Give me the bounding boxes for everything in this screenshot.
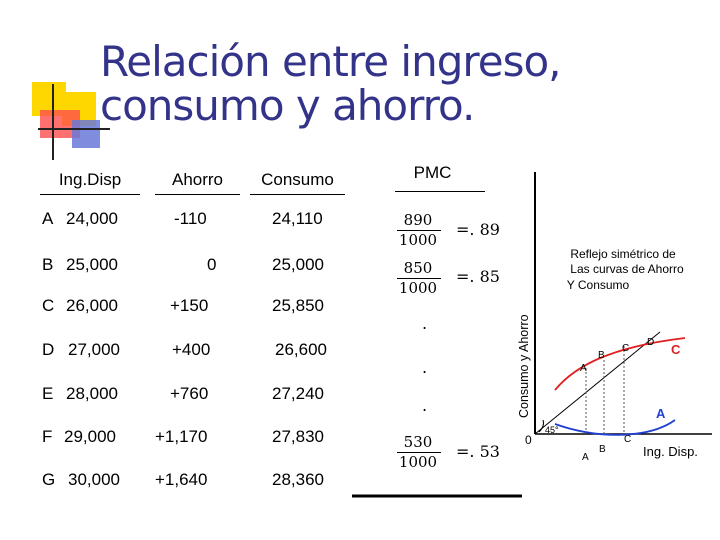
row-label: A <box>42 209 54 228</box>
title-line-2: consumo y ahorro. <box>100 81 475 130</box>
origin-label: 0 <box>525 433 532 447</box>
fraction-bar <box>397 278 441 279</box>
row-label: D <box>42 340 55 359</box>
row-label: F <box>42 427 53 446</box>
row-ing: 26,000 <box>66 296 118 315</box>
fraction-result: =. 89 <box>456 220 500 239</box>
header-consumo-underline <box>250 194 345 195</box>
row-ahorro: 0 <box>207 255 217 274</box>
fraction-bar <box>397 452 441 453</box>
row-label: G <box>42 470 56 489</box>
fraction-numerator: 890 <box>403 211 433 229</box>
row-ahorro: +760 <box>170 384 209 403</box>
note-line-1: Reflejo simétrico de <box>570 247 676 261</box>
fraction-denominator: 1000 <box>398 453 438 471</box>
savings-curve <box>554 419 676 436</box>
point-label-b: B <box>598 350 605 361</box>
header-ahorro: Ahorro <box>171 170 224 189</box>
x-axis-label: Ing. Disp. <box>643 444 698 459</box>
row-ing: 30,000 <box>68 470 120 489</box>
row-ahorro: +400 <box>172 340 211 359</box>
fraction-numerator: 530 <box>403 433 433 451</box>
pmc-ellipsis-dot: . <box>422 396 428 415</box>
point-label-c: C <box>622 343 629 354</box>
pmc-ellipsis-dot: . <box>422 358 428 377</box>
row-ahorro: +150 <box>170 296 209 315</box>
axis-point-label-c: C <box>624 434 631 445</box>
row-ing: 29,000 <box>64 427 116 446</box>
row-ahorro: -110 <box>174 209 207 228</box>
row-consumo: 27,830 <box>272 427 324 446</box>
axis-point-label-a: A <box>582 452 589 463</box>
header-ing-underline <box>40 194 140 195</box>
bisector-line <box>534 331 661 435</box>
angle-arc <box>538 419 544 433</box>
note-line-3: Y Consumo <box>567 278 630 292</box>
row-consumo: 25,000 <box>272 255 324 274</box>
header-ahorro-underline <box>155 194 240 195</box>
row-ing: 24,000 <box>66 209 118 228</box>
row-ing: 25,000 <box>66 255 118 274</box>
header-pmc-underline <box>395 191 485 192</box>
row-label: B <box>42 255 54 274</box>
fraction-denominator: 1000 <box>398 231 438 249</box>
fraction-result: =. 85 <box>456 267 500 286</box>
page-title: Relación entre ingreso, consumo y ahorro… <box>100 40 561 128</box>
header-ing: Ing.Disp <box>58 170 122 189</box>
fraction-denominator: 1000 <box>398 279 438 297</box>
note-line-2: Las curvas de Ahorro <box>570 262 684 276</box>
point-label-d: D <box>647 337 654 348</box>
row-label: C <box>42 296 55 315</box>
point-label-a: A <box>580 363 587 374</box>
row-consumo: 28,360 <box>272 470 324 489</box>
row-consumo: 27,240 <box>272 384 324 403</box>
header-pmc: PMC <box>413 163 452 182</box>
fraction-bar <box>397 230 441 231</box>
consumption-curve-label: C <box>671 342 681 357</box>
row-consumo: 24,110 <box>272 209 323 228</box>
row-consumo: 25,850 <box>272 296 324 315</box>
row-ahorro: +1,170 <box>155 427 208 446</box>
axis-point-label-b: B <box>599 444 606 455</box>
fraction-numerator: 850 <box>403 259 433 277</box>
row-ing: 27,000 <box>68 340 120 359</box>
row-ing: 28,000 <box>66 384 118 403</box>
row-label: E <box>42 384 54 403</box>
row-consumo: 26,600 <box>275 340 327 359</box>
savings-curve-label: A <box>656 406 666 421</box>
row-ahorro: +1,640 <box>155 470 208 489</box>
y-axis-label: Consumo y Ahorro <box>517 314 531 418</box>
title-line-1: Relación entre ingreso, <box>100 37 561 86</box>
header-consumo: Consumo <box>261 170 334 189</box>
pmc-ellipsis-dot: . <box>422 314 428 333</box>
consumption-curve <box>554 337 686 391</box>
angle-label: 45° <box>545 425 559 435</box>
fraction-result: =. 53 <box>456 442 500 461</box>
